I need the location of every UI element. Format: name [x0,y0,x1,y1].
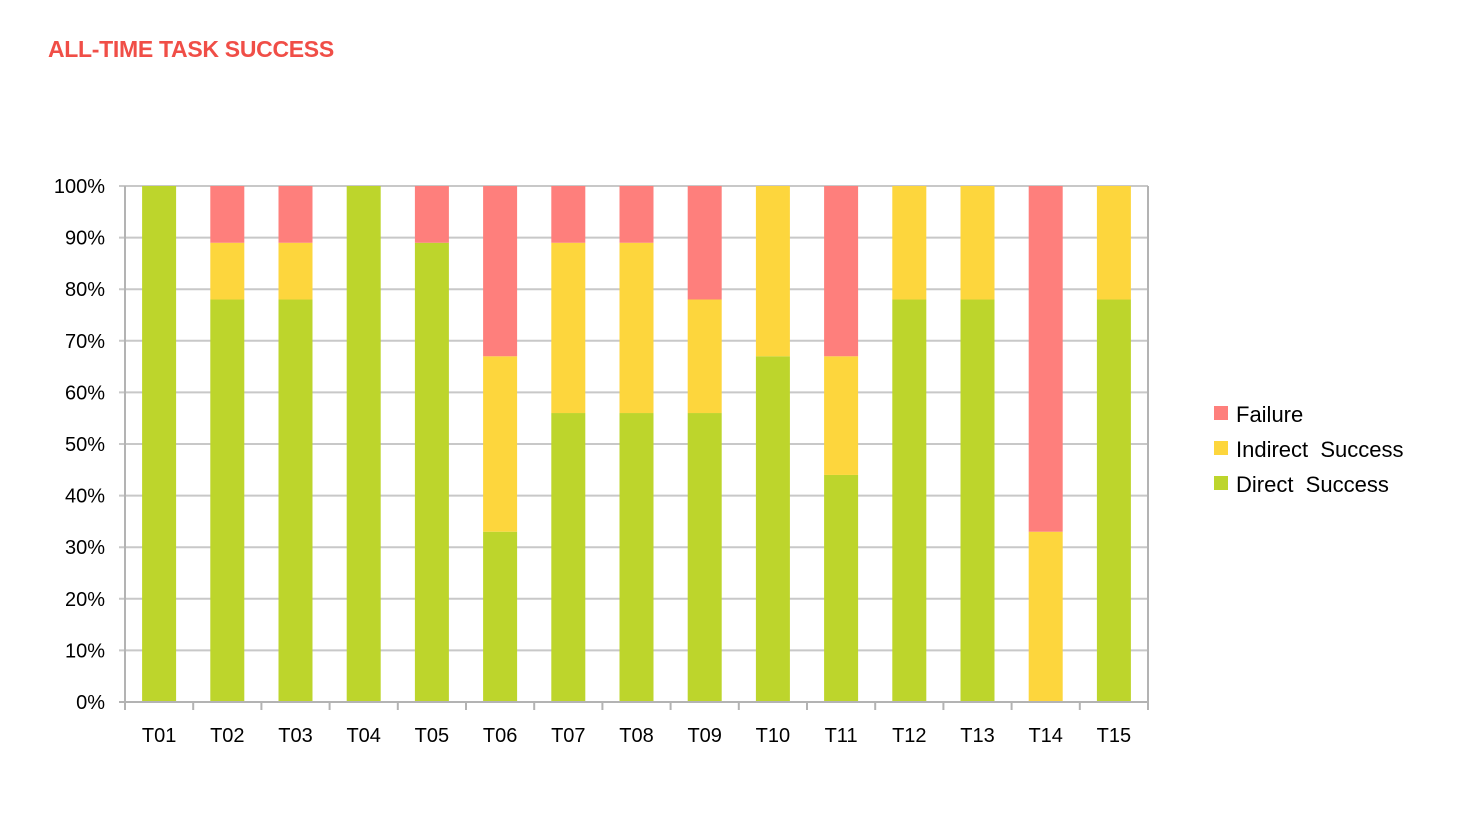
y-tick-label: 90% [65,228,105,250]
bar-segment [210,299,245,702]
bar-segment [960,186,995,300]
bar-segment [551,242,586,414]
y-tick-labels: 0% 10% 20% 30% 40% 50% 60% 70% 80% 90% 100% [54,176,105,714]
bar-segment [142,186,177,702]
page-title: ALL-TIME TASK SUCCESS [48,36,334,62]
bar-segment [892,186,927,300]
x-tick-label: T11 [825,725,858,747]
x-tick-label: T12 [892,725,926,747]
bar-segment [824,356,859,475]
legend-label: Indirect Success [1236,437,1404,462]
bar-segment [824,474,859,702]
x-tick-label: T10 [756,725,790,747]
bar-segment [210,186,245,243]
bar-segment [551,186,586,243]
y-tick-label: 20% [65,589,105,611]
bar-segment [483,356,518,532]
bar-segment [755,356,790,702]
bar-segment [483,531,518,702]
x-tick-labels: T01 T02 T03 T04 T05 T06 T07 T08 T09 T10 T11 T12 T13 T… [142,725,1131,747]
x-tick-label: T08 [619,725,653,747]
bar-segment [483,186,518,357]
x-tick-label: T05 [415,725,449,747]
axes [119,186,1149,710]
bar-segment [414,242,449,702]
bar-segment [824,186,859,357]
bar-segment [619,413,654,702]
bar-segment [619,242,654,414]
bar-segment [687,413,722,702]
bar-segment [1028,531,1063,702]
y-tick-label: 100% [54,176,105,198]
bar-segment [960,299,995,702]
legend-swatch [1214,476,1228,490]
y-tick-label: 60% [65,382,105,404]
x-tick-label: T03 [278,725,312,747]
legend: Failure Indirect Success Direct Success [1214,402,1404,497]
bar-segment [755,186,790,357]
y-tick-label: 0% [76,692,105,714]
x-tick-label: T15 [1097,725,1131,747]
bars [142,186,1131,702]
y-tick-label: 70% [65,331,105,353]
legend-label: Direct Success [1236,472,1389,497]
bar-segment [619,186,654,243]
y-tick-label: 80% [65,279,105,301]
y-tick-label: 10% [65,640,105,662]
x-tick-label: T01 [142,725,176,747]
bar-segment [1028,186,1063,532]
y-tick-label: 50% [65,434,105,456]
bar-segment [278,299,313,702]
bar-segment [687,186,722,300]
x-tick-label: T06 [483,725,517,747]
legend-swatch [1214,406,1228,420]
bar-segment [278,242,313,300]
legend-label: Failure [1236,402,1303,427]
bar-segment [687,299,722,414]
bar-segment [1096,299,1131,702]
x-tick-label: T07 [551,725,585,747]
y-tick-label: 40% [65,486,105,508]
bar-segment [346,186,381,702]
bar-segment [551,413,586,702]
bar-segment [414,186,449,243]
y-tick-label: 30% [65,537,105,559]
bar-segment [1096,186,1131,300]
legend-swatch [1214,441,1228,455]
bar-segment [210,242,245,300]
x-tick-label: T04 [346,725,380,747]
x-tick-label: T13 [960,725,994,747]
bar-segment [278,186,313,243]
x-tick-label: T02 [210,725,244,747]
x-tick-label: T14 [1028,725,1062,747]
bar-segment [892,299,927,702]
x-tick-label: T09 [687,725,721,747]
